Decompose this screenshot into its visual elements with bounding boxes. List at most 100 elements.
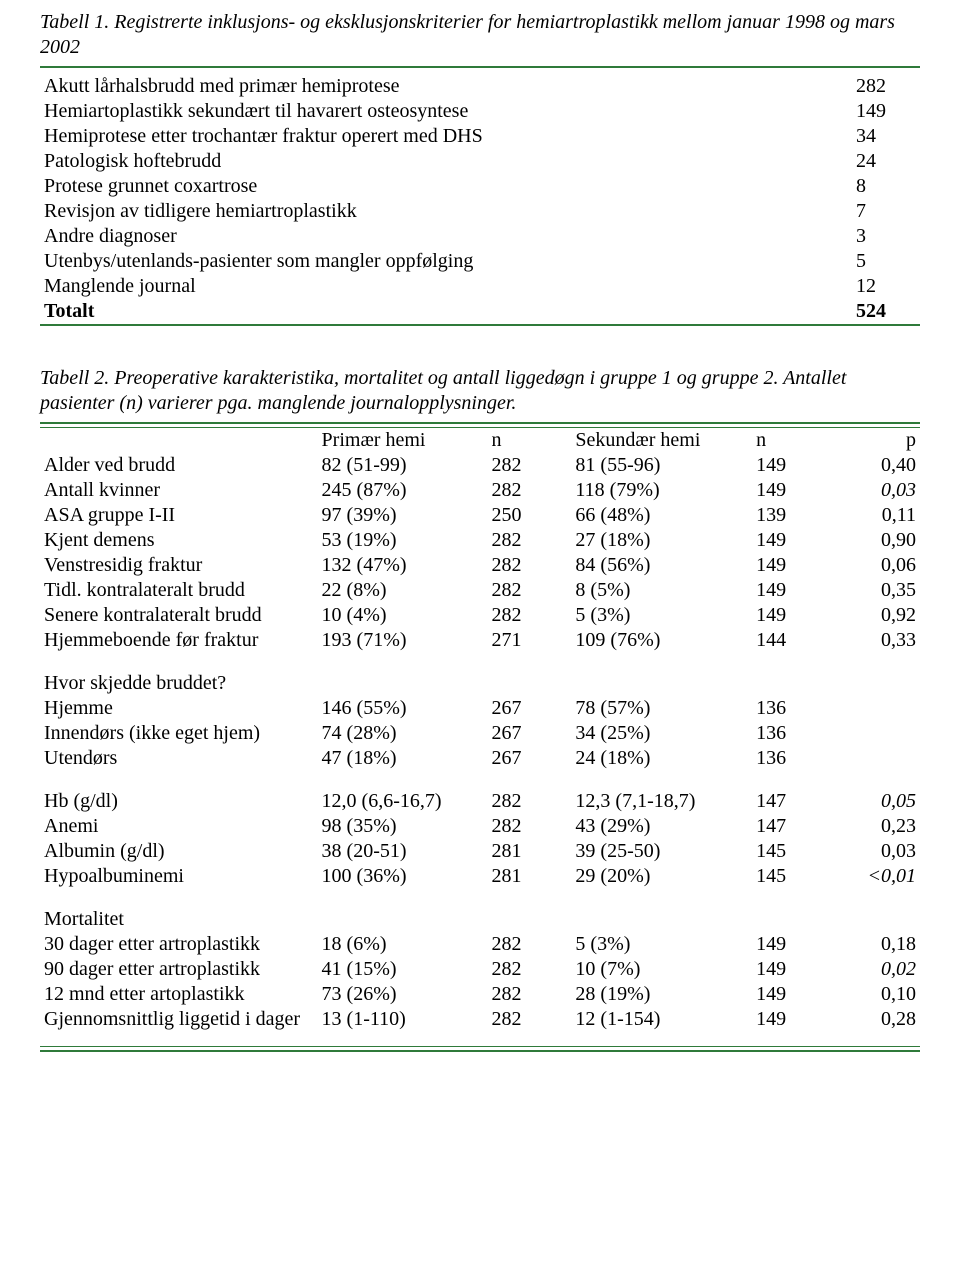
row-n1: 271 (488, 628, 572, 653)
row-label: ASA gruppe I-II (40, 503, 318, 528)
table2-row: Hb (g/dl)12,0 (6,6-16,7)28212,3 (7,1-18,… (40, 789, 920, 814)
row-n2: 144 (752, 628, 836, 653)
header-n1: n (488, 428, 572, 453)
row-n1: 267 (488, 746, 572, 771)
table1-row-value: 7 (852, 199, 920, 224)
table1-row: Manglende journal12 (40, 274, 920, 299)
table2-section-title: Hvor skjedde bruddet? (40, 671, 920, 696)
row-secondary: 12,3 (7,1-18,7) (571, 789, 752, 814)
table2-section-title-row: Hvor skjedde bruddet? (40, 671, 920, 696)
row-n1: 282 (488, 453, 572, 478)
row-primary: 74 (28%) (318, 721, 488, 746)
row-n1: 282 (488, 553, 572, 578)
table1-row-value: 12 (852, 274, 920, 299)
row-label: Antall kvinner (40, 478, 318, 503)
row-label: Senere kontralateralt brudd (40, 603, 318, 628)
row-secondary: 5 (3%) (571, 932, 752, 957)
table2-row: 30 dager etter artroplastikk18 (6%)2825 … (40, 932, 920, 957)
table2-caption: Tabell 2. Preoperative karakteristika, m… (40, 366, 920, 416)
row-n2: 149 (752, 932, 836, 957)
row-primary: 41 (15%) (318, 957, 488, 982)
row-n2: 149 (752, 553, 836, 578)
row-n1: 282 (488, 578, 572, 603)
row-p: 0,05 (836, 789, 920, 814)
row-n2: 149 (752, 453, 836, 478)
table1-row: Utenbys/utenlands-pasienter som mangler … (40, 249, 920, 274)
row-label: Utendørs (40, 746, 318, 771)
row-primary: 73 (26%) (318, 982, 488, 1007)
row-p: 0,10 (836, 982, 920, 1007)
row-secondary: 12 (1-154) (571, 1007, 752, 1032)
table2-row: Utendørs47 (18%)26724 (18%)136 (40, 746, 920, 771)
header-primary: Primær hemi (318, 428, 488, 453)
row-n2: 139 (752, 503, 836, 528)
row-n2: 149 (752, 982, 836, 1007)
row-n2: 149 (752, 478, 836, 503)
table1-row-label: Protese grunnet coxartrose (40, 174, 852, 199)
row-secondary: 81 (55-96) (571, 453, 752, 478)
row-n2: 149 (752, 1007, 836, 1032)
table1-row-label: Patologisk hoftebrudd (40, 149, 852, 174)
table1-row-value: 282 (852, 74, 920, 99)
row-label: Kjent demens (40, 528, 318, 553)
row-n1: 282 (488, 814, 572, 839)
table1-total-row: Totalt524 (40, 299, 920, 324)
row-n2: 147 (752, 789, 836, 814)
row-secondary: 43 (29%) (571, 814, 752, 839)
row-label: Tidl. kontralateralt brudd (40, 578, 318, 603)
table1-row-value: 3 (852, 224, 920, 249)
table1-caption: Tabell 1. Registrerte inklusjons- og eks… (40, 10, 920, 60)
row-secondary: 27 (18%) (571, 528, 752, 553)
table1-block: Tabell 1. Registrerte inklusjons- og eks… (40, 10, 920, 326)
table2-row: Antall kvinner245 (87%)282118 (79%)1490,… (40, 478, 920, 503)
table1-row: Hemiartoplastikk sekundært til havarert … (40, 99, 920, 124)
row-secondary: 29 (20%) (571, 864, 752, 889)
row-n1: 267 (488, 721, 572, 746)
row-n2: 149 (752, 603, 836, 628)
row-primary: 12,0 (6,6-16,7) (318, 789, 488, 814)
table1-row-label: Hemiartoplastikk sekundært til havarert … (40, 99, 852, 124)
table2-row: Alder ved brudd82 (51-99)28281 (55-96)14… (40, 453, 920, 478)
row-p: 0,35 (836, 578, 920, 603)
row-secondary: 8 (5%) (571, 578, 752, 603)
header-secondary: Sekundær hemi (571, 428, 752, 453)
row-p: 0,11 (836, 503, 920, 528)
row-label: Albumin (g/dl) (40, 839, 318, 864)
row-label: Hjemmeboende før fraktur (40, 628, 318, 653)
table1-row: Protese grunnet coxartrose8 (40, 174, 920, 199)
row-secondary: 5 (3%) (571, 603, 752, 628)
row-n1: 282 (488, 982, 572, 1007)
table1-total-value: 524 (852, 299, 920, 324)
row-n2: 149 (752, 578, 836, 603)
table2-row: Hypoalbuminemi100 (36%)28129 (20%)145<0,… (40, 864, 920, 889)
table2-section-title: Mortalitet (40, 907, 920, 932)
row-label: Innendørs (ikke eget hjem) (40, 721, 318, 746)
row-p: 0,33 (836, 628, 920, 653)
row-n1: 282 (488, 789, 572, 814)
row-p: 0,28 (836, 1007, 920, 1032)
row-primary: 53 (19%) (318, 528, 488, 553)
row-primary: 18 (6%) (318, 932, 488, 957)
table1: Akutt lårhalsbrudd med primær hemiprotes… (40, 68, 920, 324)
row-p: 0,40 (836, 453, 920, 478)
row-p: 0,92 (836, 603, 920, 628)
table1-row: Patologisk hoftebrudd24 (40, 149, 920, 174)
row-n2: 136 (752, 746, 836, 771)
table2-row: 90 dager etter artroplastikk41 (15%)2821… (40, 957, 920, 982)
table1-row: Akutt lårhalsbrudd med primær hemiprotes… (40, 74, 920, 99)
row-secondary: 10 (7%) (571, 957, 752, 982)
table1-total-label: Totalt (40, 299, 852, 324)
table2-row: Venstresidig fraktur132 (47%)28284 (56%)… (40, 553, 920, 578)
row-secondary: 39 (25-50) (571, 839, 752, 864)
header-p: p (836, 428, 920, 453)
table1-row-value: 5 (852, 249, 920, 274)
row-label: Alder ved brudd (40, 453, 318, 478)
table1-row: Hemiprotese etter trochantær fraktur ope… (40, 124, 920, 149)
table1-row-value: 149 (852, 99, 920, 124)
row-label: Hypoalbuminemi (40, 864, 318, 889)
row-p: 0,90 (836, 528, 920, 553)
row-n1: 250 (488, 503, 572, 528)
table2-row: Innendørs (ikke eget hjem)74 (28%)26734 … (40, 721, 920, 746)
row-primary: 146 (55%) (318, 696, 488, 721)
row-secondary: 28 (19%) (571, 982, 752, 1007)
